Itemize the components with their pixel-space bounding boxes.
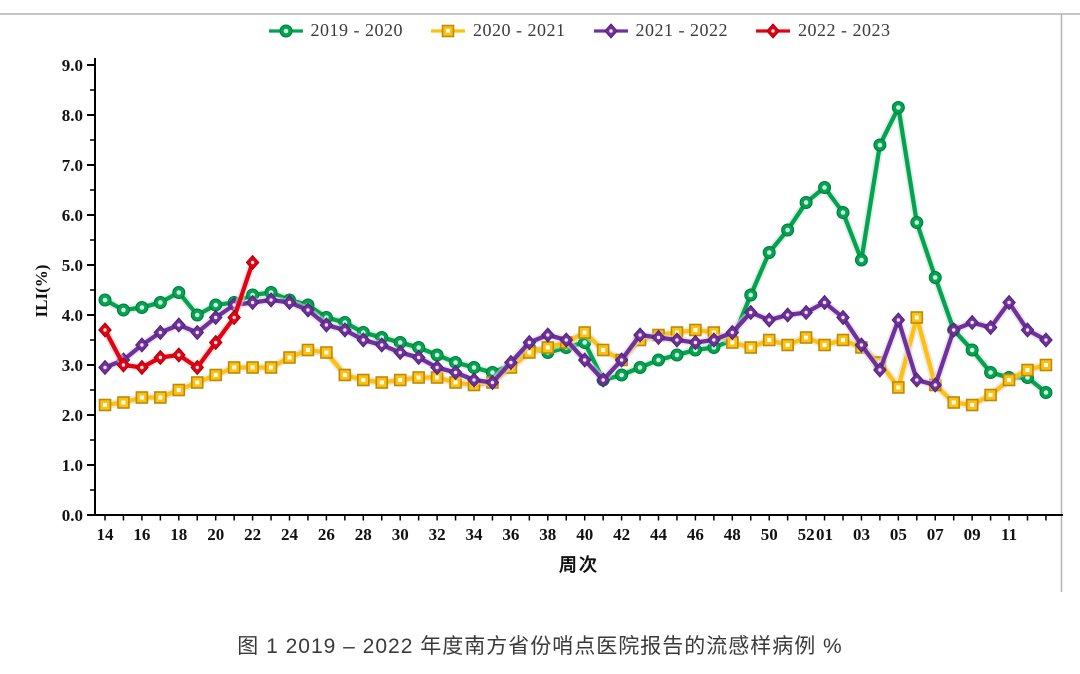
x-tick-label: 09	[964, 525, 981, 544]
x-tick-label: 38	[539, 525, 556, 544]
legend-item-2021-2022: 2021 - 2022	[593, 20, 729, 41]
y-tick-label: 3.0	[62, 356, 83, 375]
x-tick-label: 20	[207, 525, 224, 544]
x-tick-label: 34	[466, 525, 484, 544]
frame-borders	[0, 13, 1080, 592]
x-tick-label: 26	[318, 525, 335, 544]
x-axis-title: 周次	[559, 555, 599, 575]
y-axis-title: ILI(%)	[32, 264, 51, 318]
legend-label: 2022 - 2023	[798, 20, 891, 40]
x-tick-label: 18	[170, 525, 187, 544]
x-tick-label: 32	[429, 525, 446, 544]
x-tick-label: 40	[576, 525, 593, 544]
legend-label: 2019 - 2020	[310, 20, 403, 40]
x-tick-label: 01	[816, 525, 833, 544]
y-tick-label: 4.0	[62, 306, 83, 325]
chart-canvas: 0.01.02.03.04.05.06.07.08.09.014 16 18 20 22…	[0, 13, 1080, 592]
legend-diamond-icon	[593, 22, 628, 39]
y-axis-ticks: 0.0 1.0 2.0 3.0 4.0 5.0 6.0 7.0 8.0 9.0	[62, 56, 95, 525]
legend-item-2022-2023: 2022 - 2023	[755, 20, 891, 41]
y-tick-label: 1.0	[62, 456, 83, 475]
y-tick-label: 2.0	[62, 406, 83, 425]
legend-item-2019-2020: 2019 - 2020	[268, 20, 404, 41]
series-2021-2022	[98, 292, 1053, 393]
x-tick-label: 16	[133, 525, 150, 544]
x-tick-label: 14	[97, 525, 115, 544]
x-tick-label: 22	[244, 525, 261, 544]
x-tick-label: 46	[687, 525, 704, 544]
x-tick-label: 24	[281, 525, 299, 544]
y-tick-label: 5.0	[62, 256, 83, 275]
x-tick-label: 11	[1001, 525, 1017, 544]
x-tick-label: 28	[355, 525, 372, 544]
legend-circle-icon	[268, 24, 303, 37]
x-tick-label: 42	[613, 525, 630, 544]
x-tick-label: 48	[724, 525, 741, 544]
y-tick-label: 9.0	[62, 56, 83, 75]
y-tick-label: 6.0	[62, 206, 83, 225]
x-tick-label: 05	[890, 525, 907, 544]
y-tick-label: 7.0	[62, 156, 83, 175]
x-tick-label: 52	[798, 525, 815, 544]
x-tick-label: 44	[650, 525, 668, 544]
legend-label: 2021 - 2022	[635, 20, 728, 40]
y-tick-label: 8.0	[62, 106, 83, 125]
x-tick-label: 03	[853, 525, 870, 544]
legend-square-icon	[431, 24, 465, 37]
series-2022-2023	[98, 254, 260, 376]
x-tick-label: 30	[392, 525, 409, 544]
axes	[94, 58, 1063, 516]
x-tick-label: 36	[502, 525, 519, 544]
legend-label: 2020 - 2021	[473, 20, 566, 40]
x-tick-label: 07	[927, 525, 945, 544]
x-tick-label: 50	[761, 525, 778, 544]
legend-item-2020-2021: 2020 - 2021	[430, 20, 566, 41]
y-tick-label: 0.0	[62, 506, 83, 525]
x-axis-ticks: 14 16 18 20 22 24 26 28 30 32 34 36 38 40 42 44 46 48 50 52…	[97, 515, 1047, 544]
figure-caption: 图 1 2019 – 2022 年度南方省份哨点医院报告的流感样病例 %	[237, 635, 843, 658]
legend: 2019 - 2020 2020 - 2021 2021 - 2022 2022 - …	[95, 20, 1063, 41]
legend-diamond-icon	[756, 22, 790, 39]
